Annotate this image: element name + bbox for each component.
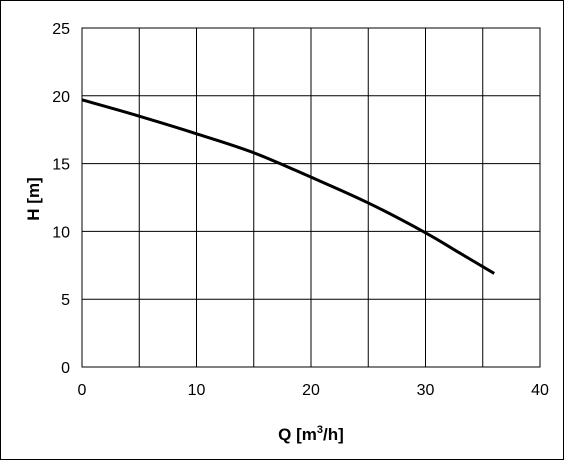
y-tick-label: 15 (52, 157, 70, 174)
y-tick-label: 20 (52, 89, 70, 106)
x-tick-label: 30 (417, 382, 435, 399)
y-tick-label: 0 (61, 360, 70, 377)
x-tick-labels: 0 10 20 30 40 (78, 382, 549, 399)
y-tick-label: 5 (61, 292, 70, 309)
x-axis-title: Q [m3/h] (278, 424, 344, 444)
grid (82, 28, 540, 367)
y-axis-title: H [m] (24, 177, 43, 220)
x-tick-label: 10 (188, 382, 206, 399)
y-tick-label: 10 (52, 224, 70, 241)
y-tick-label: 25 (52, 21, 70, 38)
x-tick-label: 20 (302, 382, 320, 399)
series-line-0 (81, 98, 495, 275)
y-tick-labels: 0 5 10 15 20 25 (52, 21, 70, 377)
x-tick-label: 40 (531, 382, 549, 399)
x-tick-label: 0 (78, 382, 87, 399)
plot-area (81, 27, 541, 368)
series-group (81, 98, 495, 275)
